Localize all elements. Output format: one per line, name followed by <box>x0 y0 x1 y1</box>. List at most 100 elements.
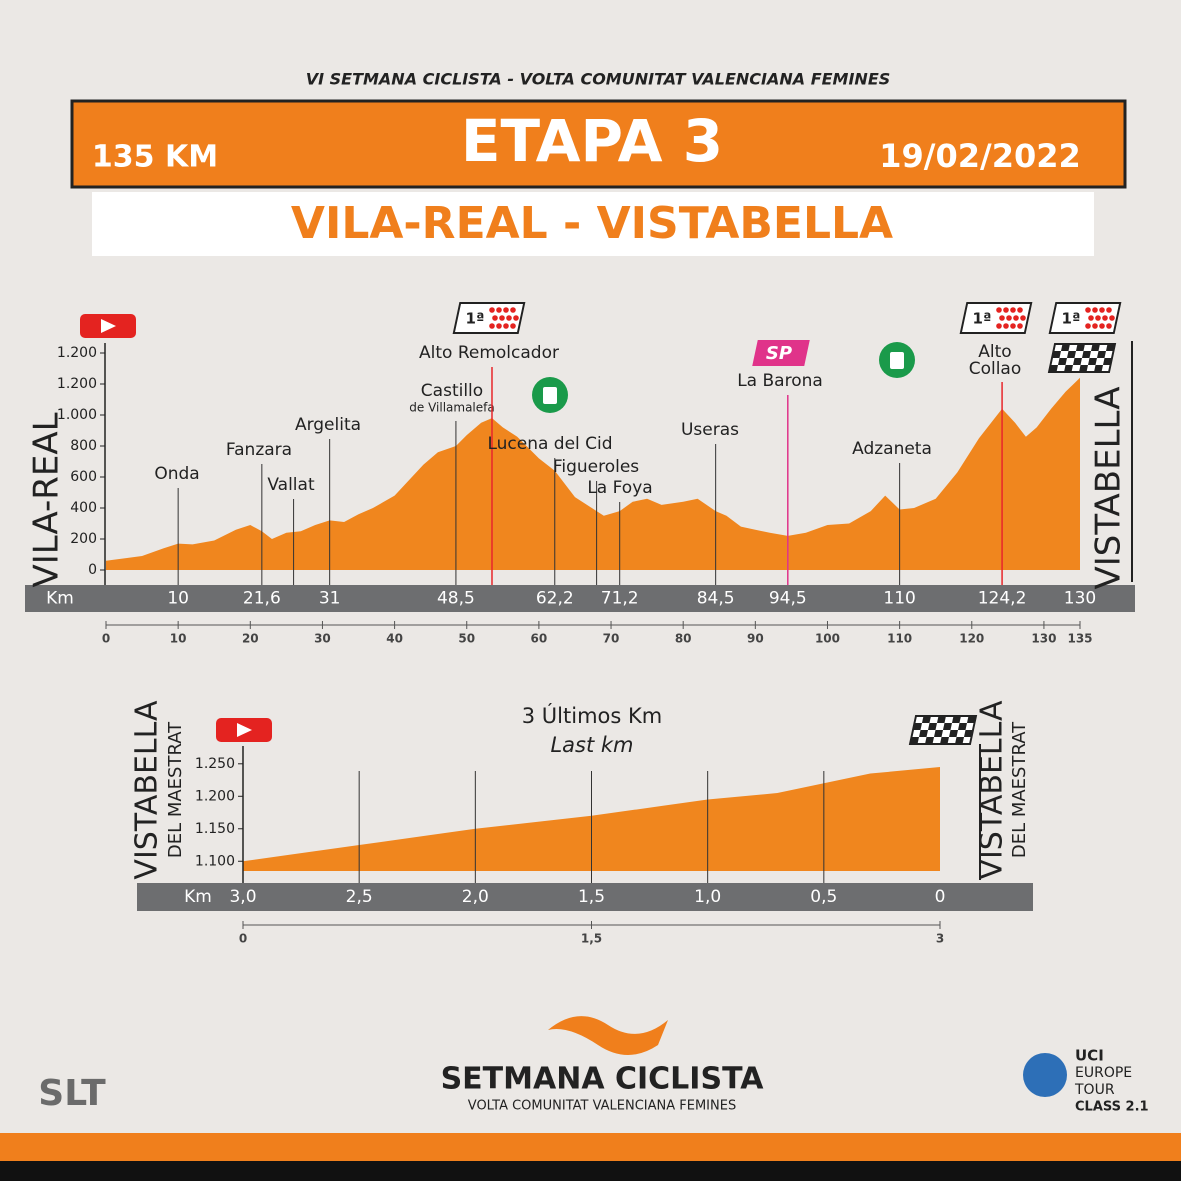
marker-label: Alto <box>978 342 1011 362</box>
km-mark-label: 10 <box>167 589 189 609</box>
y-tick-label: 200 <box>70 531 97 547</box>
uci-text: EUROPE <box>1075 1065 1132 1081</box>
x-tick-label: 1,5 <box>581 932 602 946</box>
sponsor: SLT <box>38 1073 106 1114</box>
km-tick-label: 1,5 <box>578 887 605 907</box>
flag-cell <box>919 730 928 737</box>
y-tick-label: 600 <box>70 469 97 485</box>
flag-cell <box>936 716 946 723</box>
uci-text: UCI <box>1075 1047 1104 1065</box>
kom-dot <box>1088 315 1094 321</box>
finish-label: VISTABELLA <box>1089 387 1129 590</box>
x-tick-label: 40 <box>386 632 403 646</box>
feed-zone-bin <box>890 352 904 369</box>
flag-cell <box>943 723 952 730</box>
kom-dot <box>496 323 502 329</box>
flag-cell <box>964 730 973 737</box>
route: VILA-REAL - VISTABELLA <box>291 198 893 249</box>
banner <box>70 99 1127 189</box>
y-tick-label: 1.100 <box>195 853 235 869</box>
kom-dot <box>1099 323 1105 329</box>
kom-dot <box>1003 307 1009 313</box>
flag-cell <box>1105 344 1115 351</box>
kom-dot <box>1106 323 1112 329</box>
km-strip <box>137 883 1033 911</box>
flag-cell <box>921 716 931 723</box>
flag-cell <box>1079 365 1089 372</box>
x-tick-label: 120 <box>959 632 984 646</box>
marker-sublabel: de Villamalefa <box>409 401 494 415</box>
y-tick-label: 1.150 <box>195 821 235 837</box>
kom-dot <box>1020 315 1026 321</box>
marker-label: Castillo <box>421 381 483 401</box>
flag-cell <box>1075 344 1085 351</box>
y-tick-label: 1.200 <box>57 345 97 361</box>
uci-text: TOUR <box>1074 1082 1115 1098</box>
footer-logo: SETMANA CICLISTA <box>441 1062 765 1097</box>
kom-label: 1ª <box>466 310 485 328</box>
flag-cell <box>1082 351 1091 358</box>
km-label: Km <box>184 887 212 907</box>
km-mark-label: 110 <box>883 589 915 609</box>
kom-dot <box>503 323 509 329</box>
marker-label: La Barona <box>737 371 823 391</box>
km-mark-label: 21,6 <box>243 589 281 609</box>
sp-label: SP <box>766 343 792 364</box>
flag-cell <box>1052 351 1061 358</box>
flag-cell <box>958 723 967 730</box>
kom-dot <box>1006 315 1012 321</box>
kom-dot <box>1003 323 1009 329</box>
kom-dot <box>1013 315 1019 321</box>
marker-label: Fanzara <box>226 440 292 460</box>
kom-dot <box>1010 323 1016 329</box>
flag-cell <box>913 723 922 730</box>
flag-cell <box>925 737 935 744</box>
date: 19/02/2022 <box>879 137 1081 175</box>
finish-label: VISTABELLA <box>975 700 1010 880</box>
marker-label: Vallat <box>267 475 315 495</box>
uci-text: CLASS 2.1 <box>1075 1100 1149 1115</box>
x-tick-label: 90 <box>747 632 764 646</box>
start-sublabel: DEL MAESTRAT <box>165 721 186 858</box>
kom-dot <box>1095 315 1101 321</box>
start-arrow <box>237 723 252 737</box>
x-tick-label: 60 <box>531 632 548 646</box>
km-strip <box>25 585 1135 612</box>
flag-cell <box>955 737 965 744</box>
flag-cell <box>934 730 943 737</box>
x-tick-label: 80 <box>675 632 692 646</box>
kom-dot <box>510 307 516 313</box>
km-mark-label: 94,5 <box>769 589 807 609</box>
x-tick-label: 0 <box>102 632 110 646</box>
kom-dot <box>1017 307 1023 313</box>
kom-dot <box>513 315 519 321</box>
kom-dot <box>996 323 1002 329</box>
kom-dot <box>1092 307 1098 313</box>
x-tick-label: 130 <box>1031 632 1056 646</box>
kom-dot <box>1099 307 1105 313</box>
stage: ETAPA 3 <box>461 107 723 175</box>
marker-label: Alto Remolcador <box>419 343 559 363</box>
km-mark-label: 71,2 <box>601 589 639 609</box>
flag-cell <box>1097 351 1106 358</box>
chart-subtitle: Last km <box>550 733 633 757</box>
kom-label: 1ª <box>973 310 992 328</box>
kom-dot <box>1017 323 1023 329</box>
start-label: VILA-REAL <box>27 412 67 587</box>
km-tick-label: 0 <box>935 887 946 907</box>
flag-cell <box>928 723 937 730</box>
marker-label: Adzaneta <box>852 439 932 459</box>
y-tick-label: 1.200 <box>195 788 235 804</box>
kom-dot <box>1010 307 1016 313</box>
flag-cell <box>1058 358 1067 365</box>
x-tick-label: 3 <box>936 932 944 946</box>
flag-cell <box>966 716 976 723</box>
km-tick-label: 2,0 <box>462 887 489 907</box>
kom-dot <box>1092 323 1098 329</box>
flag-cell <box>1067 351 1076 358</box>
marker-sublabel: Collao <box>969 359 1022 379</box>
y-tick-label: 800 <box>70 438 97 454</box>
marker-label: La Foya <box>587 478 652 498</box>
kom-dot <box>503 307 509 313</box>
